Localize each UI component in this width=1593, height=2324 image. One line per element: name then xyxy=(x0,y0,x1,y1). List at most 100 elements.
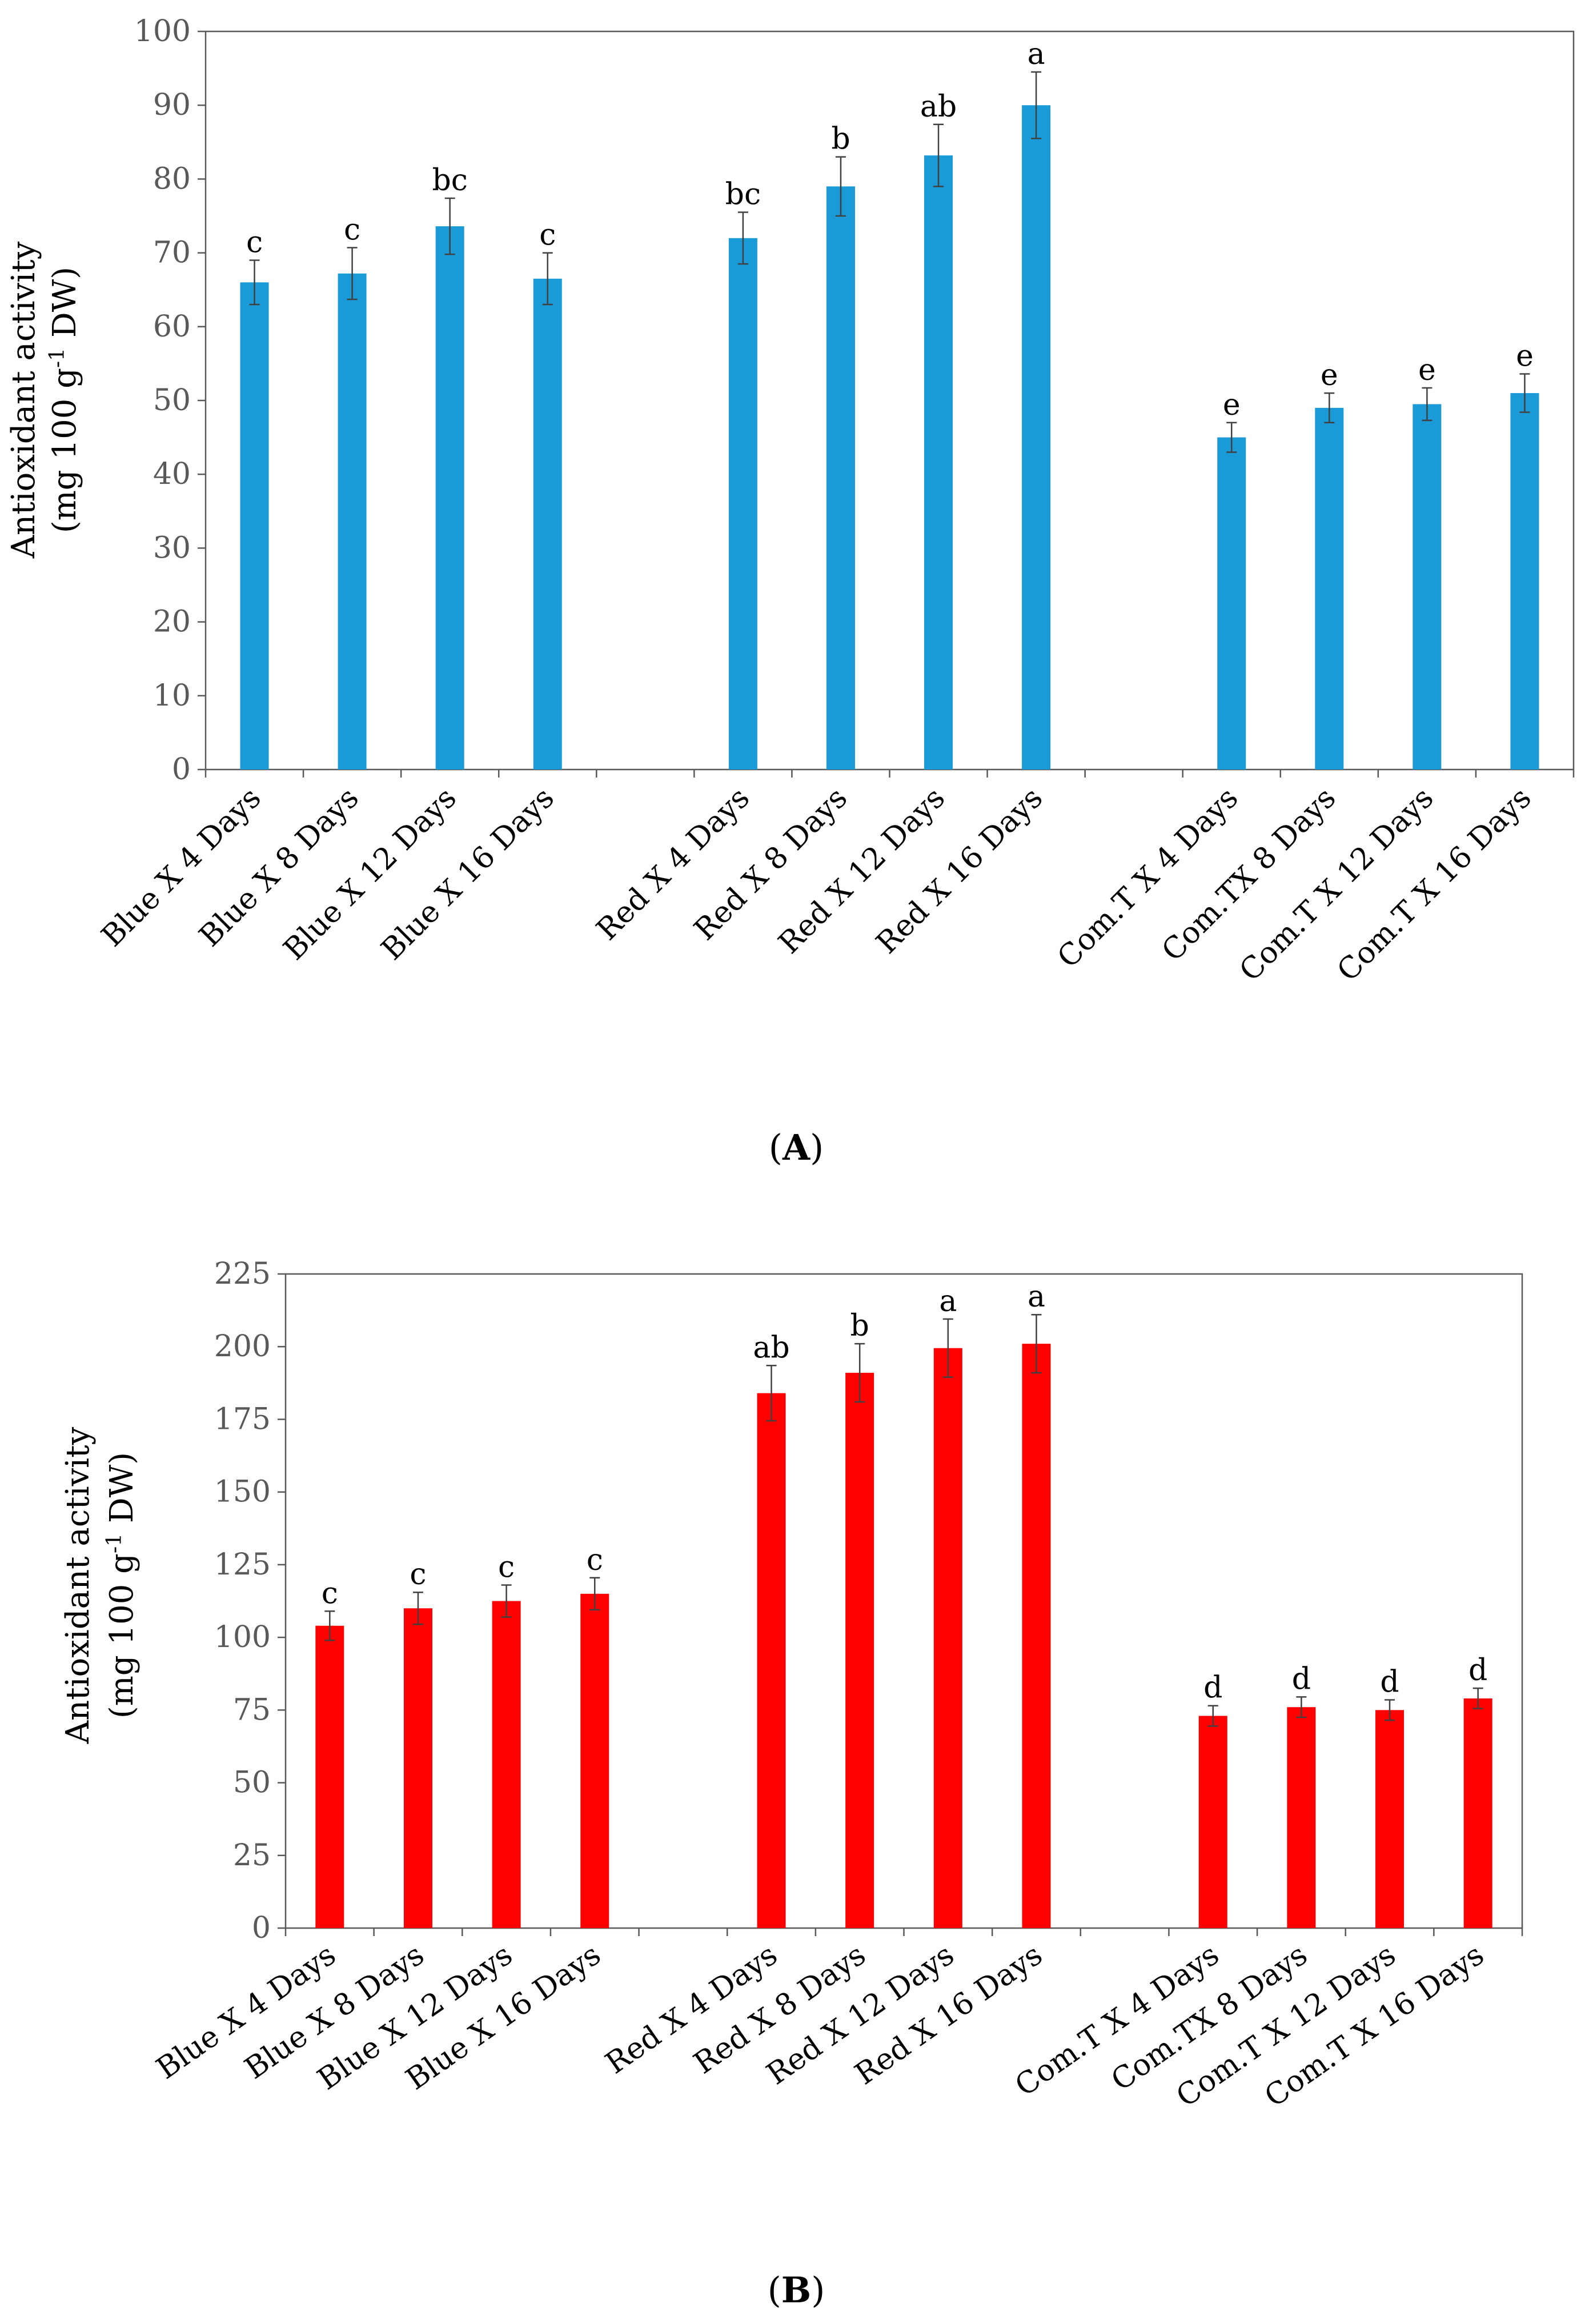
y-axis-title-superscript: -1 xyxy=(103,1533,126,1553)
y-tick-label: 10 xyxy=(153,679,191,713)
y-tick-label: 70 xyxy=(153,236,191,270)
significance-letter: c xyxy=(587,1543,603,1577)
significance-letter: a xyxy=(1028,1280,1045,1314)
bar xyxy=(1022,1344,1051,1928)
significance-letter: d xyxy=(1380,1665,1399,1700)
significance-letter: e xyxy=(1321,358,1338,392)
panel-caption-close: ) xyxy=(810,1127,824,1168)
bar xyxy=(845,1373,874,1928)
bar xyxy=(240,282,269,770)
y-tick-label: 225 xyxy=(214,1257,271,1291)
panel-caption-letter: A xyxy=(782,1127,810,1168)
significance-letter: c xyxy=(410,1557,426,1592)
significance-letter: bc xyxy=(432,163,467,198)
bar xyxy=(1510,393,1539,770)
bar xyxy=(933,1348,962,1928)
y-tick-label: 100 xyxy=(214,1620,271,1654)
bar xyxy=(435,226,464,770)
category-label: Com.TX 8 Days xyxy=(1155,781,1343,968)
panel-caption: (B) xyxy=(768,2269,825,2311)
category-label: Blue X 12 Days xyxy=(277,781,463,967)
y-tick-label: 0 xyxy=(252,1911,271,1945)
panel-caption-open: ( xyxy=(768,2269,781,2311)
significance-letter: d xyxy=(1292,1662,1311,1696)
bar xyxy=(580,1593,609,1928)
y-tick-label: 90 xyxy=(153,88,191,122)
y-tick-label: 0 xyxy=(172,752,191,787)
y-tick-label: 200 xyxy=(214,1329,271,1364)
y-tick-label: 75 xyxy=(233,1693,271,1727)
y-axis-title-line1: Antioxidant activity xyxy=(59,1427,97,1744)
bar xyxy=(1287,1707,1316,1928)
y-axis-title-unit: (mg 100 g xyxy=(46,368,83,533)
bar xyxy=(1413,404,1442,770)
panel-caption-close: ) xyxy=(811,2269,825,2311)
y-axis-title-line1: Antioxidant activity xyxy=(5,241,42,559)
y-tick-label: 25 xyxy=(233,1838,271,1873)
bar xyxy=(338,273,367,770)
category-label: Red X 12 Days xyxy=(772,781,952,960)
significance-letter: ab xyxy=(920,90,957,124)
category-label: Com.T X 4 Days xyxy=(1051,781,1245,975)
y-axis-title-superscript: -1 xyxy=(46,348,69,368)
bar xyxy=(492,1601,521,1928)
significance-letter: c xyxy=(539,218,556,253)
bar xyxy=(757,1393,786,1928)
category-label: Red X 16 Days xyxy=(870,781,1049,960)
significance-letter: e xyxy=(1223,388,1241,422)
significance-letter: c xyxy=(344,213,360,247)
y-tick-label: 50 xyxy=(233,1766,271,1800)
y-tick-label: 50 xyxy=(153,383,191,418)
y-tick-label: 175 xyxy=(214,1402,271,1436)
y-tick-label: 80 xyxy=(153,162,191,196)
bar xyxy=(728,238,757,770)
y-tick-label: 125 xyxy=(214,1548,271,1582)
panel-caption-letter: B xyxy=(781,2269,811,2311)
panel-caption: (A) xyxy=(769,1127,824,1168)
bar xyxy=(403,1608,432,1928)
significance-letter: e xyxy=(1418,353,1436,387)
y-tick-label: 20 xyxy=(153,605,191,639)
y-axis-title-line2: (mg 100 g-1 DW) xyxy=(46,267,83,533)
y-tick-label: 150 xyxy=(214,1475,271,1509)
significance-letter: d xyxy=(1468,1653,1487,1688)
y-axis-title-unit-end: DW) xyxy=(103,1452,141,1533)
significance-letter: d xyxy=(1203,1671,1222,1705)
category-label: Com.T X 12 Days xyxy=(1233,781,1440,988)
significance-letter: c xyxy=(322,1576,338,1610)
plot-frame xyxy=(204,30,1575,771)
significance-letter: b xyxy=(831,122,850,157)
significance-letter: b xyxy=(850,1309,869,1343)
bar xyxy=(1022,105,1051,770)
bar xyxy=(826,186,855,770)
y-axis-title-unit-end: DW) xyxy=(46,267,83,348)
bar xyxy=(533,278,562,770)
bar xyxy=(924,155,953,770)
significance-letter: ab xyxy=(753,1331,789,1365)
bar xyxy=(1217,437,1246,770)
y-axis-title-unit: (mg 100 g xyxy=(103,1553,141,1718)
plot-frame xyxy=(284,1273,1523,1929)
y-axis-title-line2: (mg 100 g-1 DW) xyxy=(103,1452,141,1718)
significance-letter: a xyxy=(939,1284,957,1319)
bar xyxy=(1463,1698,1492,1928)
y-tick-label: 40 xyxy=(153,457,191,491)
y-tick-label: 30 xyxy=(153,531,191,565)
significance-letter: c xyxy=(498,1550,515,1585)
significance-letter: a xyxy=(1028,37,1045,71)
category-label: Blue X 16 Days xyxy=(375,781,561,967)
panel-caption-open: ( xyxy=(769,1127,783,1168)
significance-letter: c xyxy=(246,226,263,260)
bar xyxy=(1198,1716,1227,1928)
bar xyxy=(1375,1710,1405,1928)
bar xyxy=(315,1625,344,1928)
category-label: Com.T X 16 Days xyxy=(1331,781,1538,988)
y-tick-label: 60 xyxy=(153,310,191,344)
significance-letter: bc xyxy=(725,178,761,212)
y-tick-label: 100 xyxy=(134,14,191,49)
significance-letter: e xyxy=(1516,339,1534,373)
bar xyxy=(1315,407,1344,770)
